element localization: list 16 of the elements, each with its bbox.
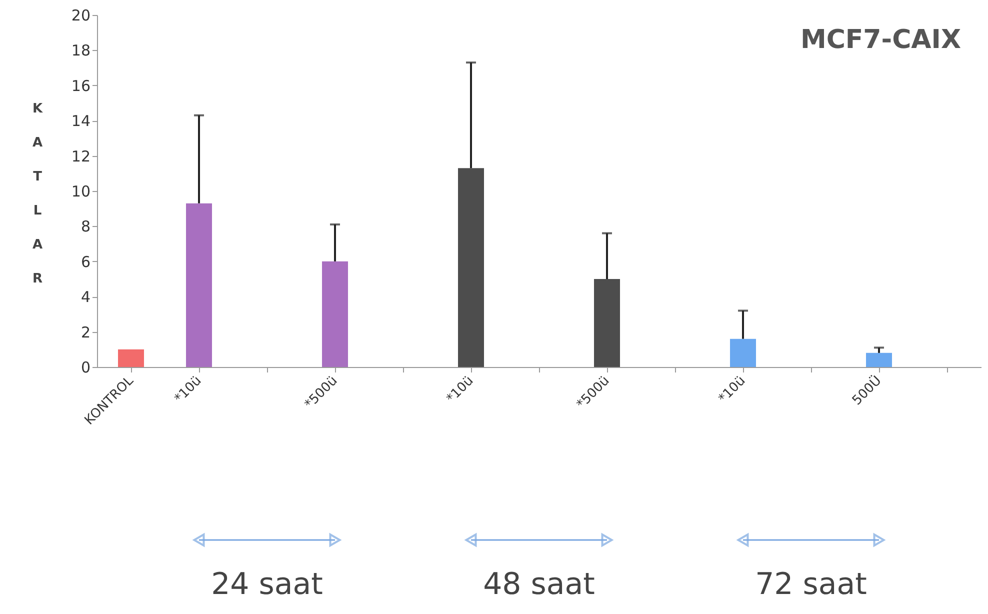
y-tick-label: 10 — [71, 182, 90, 200]
y-tick-label: 16 — [71, 76, 90, 95]
y-tick-label: 12 — [71, 147, 90, 166]
y-tick-label: 4 — [80, 288, 90, 306]
chart-title: MCF7-CAIX — [800, 25, 961, 55]
text: KATLAR — [32, 102, 43, 286]
y-tick-label: 14 — [71, 112, 90, 130]
y-tick-label: 6 — [80, 252, 90, 271]
y-tick-label: 20 — [71, 6, 90, 24]
y-tick-label: 2 — [80, 323, 90, 342]
y-tick-label: 0 — [80, 358, 90, 376]
text: 48 saat — [483, 567, 596, 602]
text: 24 saat — [211, 567, 324, 602]
text: 72 saat — [755, 567, 868, 602]
y-tick-label: 8 — [80, 218, 90, 236]
y-tick-label: 18 — [71, 42, 90, 60]
